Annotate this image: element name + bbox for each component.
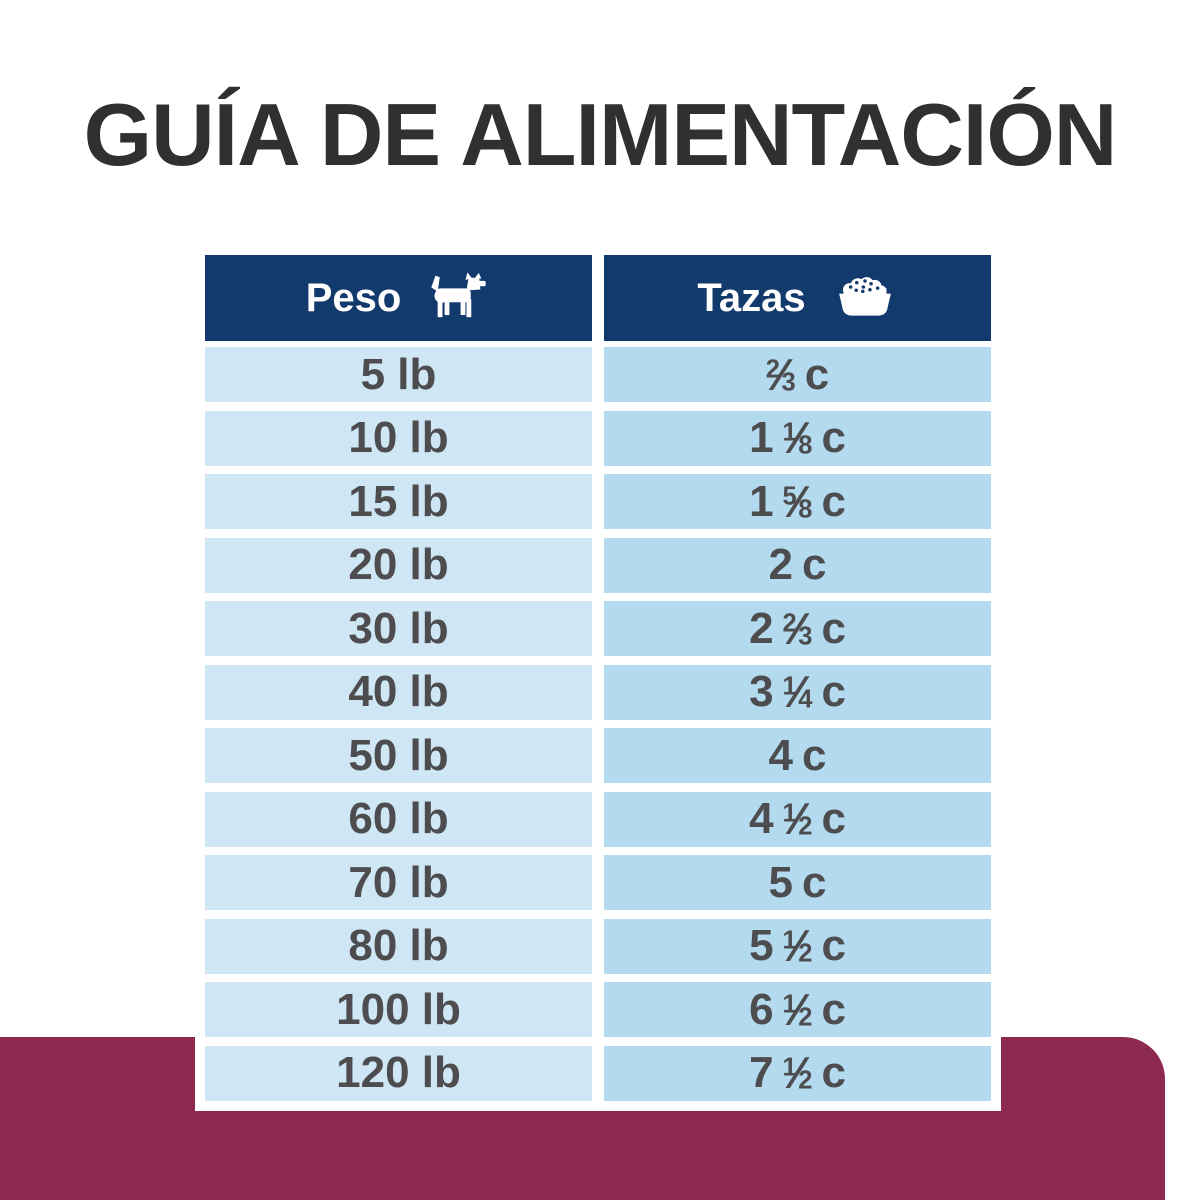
header-cell-peso: Peso	[205, 255, 592, 341]
cups-cell: 1 5⁄8 c	[604, 474, 991, 529]
table-row: 120 lb 7 1⁄2 c	[205, 1045, 991, 1101]
table-row: 70 lb 5 c	[205, 855, 991, 910]
weight-cell: 5 lb	[205, 347, 592, 402]
cups-cell: 4 1⁄2 c	[604, 791, 991, 847]
cups-cell: 1 1⁄8 c	[604, 410, 991, 466]
weight-cell: 30 lb	[205, 601, 592, 656]
feeding-table: Peso	[195, 245, 1001, 1111]
cups-cell: 6 1⁄2 c	[604, 982, 991, 1037]
weight-cell: 20 lb	[205, 537, 592, 593]
weight-cell: 15 lb	[205, 474, 592, 529]
table-row: 80 lb 5 1⁄2 c	[205, 918, 991, 974]
weight-cell: 50 lb	[205, 728, 592, 783]
weight-cell: 40 lb	[205, 664, 592, 720]
cups-cell: 5 1⁄2 c	[604, 918, 991, 974]
weight-cell: 60 lb	[205, 791, 592, 847]
peso-label: Peso	[305, 275, 402, 320]
table-row: 10 lb 1 1⁄8 c	[205, 410, 991, 466]
weight-cell: 120 lb	[205, 1045, 592, 1101]
table-header: Peso	[205, 255, 991, 341]
food-bowl-icon	[832, 275, 898, 321]
table-row: 15 lb 1 5⁄8 c	[205, 474, 991, 529]
table-row: 40 lb 3 1⁄4 c	[205, 664, 991, 720]
cups-cell: 3 1⁄4 c	[604, 664, 991, 720]
cups-cell: 7 1⁄2 c	[604, 1045, 991, 1101]
dog-icon	[427, 270, 491, 326]
cups-cell: 2⁄3 c	[604, 347, 991, 402]
page-title: GUÍA DE ALIMENTACIÓN	[83, 85, 1118, 184]
weight-cell: 10 lb	[205, 410, 592, 466]
table-rows: 5 lb 2⁄3 c 10 lb 1 1⁄8 c 15 lb 1 5⁄8 c 20 lb 2 c 30 lb…	[205, 347, 991, 1101]
table-row: 20 lb 2 c	[205, 537, 991, 593]
header-cell-tazas: Tazas	[604, 255, 991, 341]
cups-cell: 2 2⁄3 c	[604, 601, 991, 656]
tazas-label: Tazas	[697, 275, 806, 320]
weight-cell: 100 lb	[205, 982, 592, 1037]
weight-cell: 70 lb	[205, 855, 592, 910]
table-row: 50 lb 4 c	[205, 728, 991, 783]
table-row: 60 lb 4 1⁄2 c	[205, 791, 991, 847]
weight-cell: 80 lb	[205, 918, 592, 974]
table-row: 30 lb 2 2⁄3 c	[205, 601, 991, 656]
table-row: 100 lb 6 1⁄2 c	[205, 982, 991, 1037]
table-row: 5 lb 2⁄3 c	[205, 347, 991, 402]
